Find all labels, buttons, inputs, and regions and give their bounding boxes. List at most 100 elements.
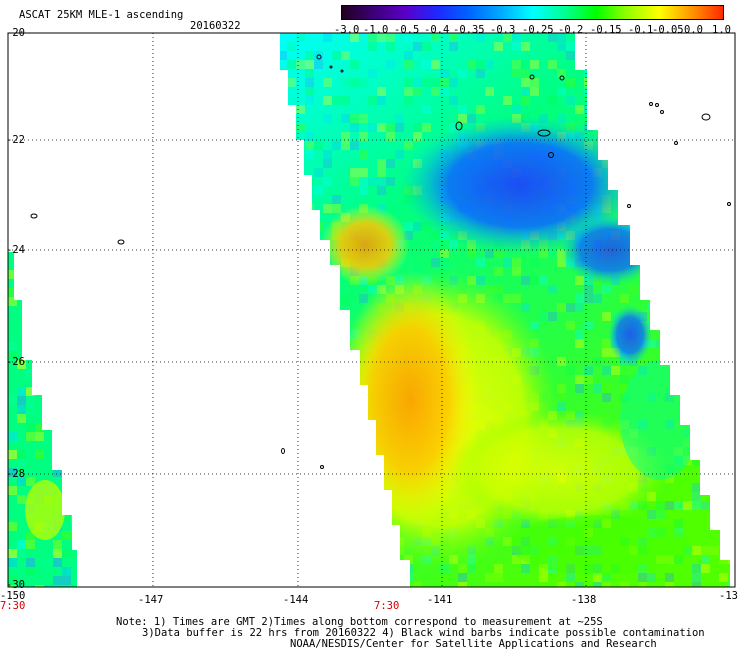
swath-cell xyxy=(440,87,449,96)
swath-cell xyxy=(656,510,665,519)
swath-cell xyxy=(35,387,44,396)
swath-cell xyxy=(584,366,593,375)
swath-cell xyxy=(566,51,575,60)
swath-cell xyxy=(377,519,386,528)
colorbar-label: -0.2 xyxy=(558,24,584,36)
swath-cell xyxy=(62,531,71,540)
swath-cell xyxy=(413,222,422,231)
swath-cell xyxy=(8,522,17,531)
swath-cell xyxy=(530,69,539,78)
swath-cell xyxy=(674,519,683,528)
swath-cell xyxy=(701,186,710,195)
swath-cell xyxy=(280,321,287,330)
swath-cell xyxy=(656,267,665,276)
map-title: ASCAT 25KM MLE-1 ascending xyxy=(19,9,184,21)
swath-cell xyxy=(305,150,314,159)
swath-cell xyxy=(35,351,44,360)
swath-cell xyxy=(332,384,341,393)
swath-cell xyxy=(629,285,638,294)
swath-cell xyxy=(341,393,350,402)
swath-cell xyxy=(719,276,728,285)
swath-cell xyxy=(701,456,710,465)
swath-cell xyxy=(341,555,350,564)
swath-cell xyxy=(521,96,530,105)
swath-cell xyxy=(692,303,701,312)
swath-cell xyxy=(647,96,656,105)
swath-cell xyxy=(280,177,287,186)
swath-cell xyxy=(557,393,566,402)
swath-cell xyxy=(683,258,692,267)
swath-cell xyxy=(413,87,422,96)
swath-cell xyxy=(710,330,719,339)
swath-cell xyxy=(359,177,368,186)
swath-cell xyxy=(584,564,593,573)
swath-cell xyxy=(665,348,674,357)
swath-cell xyxy=(287,213,296,222)
swath-cell xyxy=(611,87,620,96)
swath-cell xyxy=(629,546,638,555)
swath-cell xyxy=(350,123,359,132)
swath-cell xyxy=(548,555,557,564)
swath-cell xyxy=(404,60,413,69)
swath-cell xyxy=(377,501,386,510)
swath-cell xyxy=(701,357,710,366)
lat-label: -22 xyxy=(6,134,25,146)
swath-cell xyxy=(305,231,314,240)
swath-cell xyxy=(280,159,287,168)
swath-cell xyxy=(26,369,35,378)
swath-cell xyxy=(368,555,377,564)
swath-cell xyxy=(548,33,557,42)
swath-cell xyxy=(728,69,730,78)
swath-cell xyxy=(440,573,449,582)
swath-cell xyxy=(305,222,314,231)
swath-cell xyxy=(620,69,629,78)
swath-cell xyxy=(323,96,332,105)
swath-cell xyxy=(44,351,53,360)
swath-cell xyxy=(71,423,77,432)
lon-label: -144 xyxy=(283,594,309,606)
lon-label: -141 xyxy=(427,594,453,606)
swath-cell xyxy=(665,357,674,366)
swath-cell xyxy=(280,483,287,492)
swath-cell xyxy=(341,411,350,420)
swath-cell xyxy=(305,69,314,78)
swath-cell xyxy=(512,546,521,555)
swath-cell xyxy=(647,231,656,240)
swath-cell xyxy=(593,96,602,105)
swath-cell xyxy=(665,546,674,555)
swath-cell xyxy=(287,573,296,582)
left-swath xyxy=(8,252,77,587)
swath-cell xyxy=(692,195,701,204)
swath-cell xyxy=(71,486,77,495)
swath-cell xyxy=(665,321,674,330)
swath-cell xyxy=(287,303,296,312)
swath-cell xyxy=(458,564,467,573)
swath-cell xyxy=(386,60,395,69)
swath-cell xyxy=(575,546,584,555)
swath-cell xyxy=(611,564,620,573)
swath-cell xyxy=(296,384,305,393)
swath-cell xyxy=(710,501,719,510)
swath-cell xyxy=(287,510,296,519)
swath-cell xyxy=(674,303,683,312)
swath-cell xyxy=(674,231,683,240)
swath-cell xyxy=(53,387,62,396)
swath-cell xyxy=(8,549,17,558)
swath-cell xyxy=(692,564,701,573)
swath-cell xyxy=(530,60,539,69)
swath-cell xyxy=(341,483,350,492)
swath-cell xyxy=(35,297,44,306)
swath-cell xyxy=(692,285,701,294)
swath-cell xyxy=(476,258,485,267)
swath-cell xyxy=(431,231,440,240)
swath-cell xyxy=(413,123,422,132)
swath-cell xyxy=(377,168,386,177)
swath-cell xyxy=(683,168,692,177)
swath-cell xyxy=(728,411,730,420)
swath-cell xyxy=(17,477,26,486)
swath-cell xyxy=(341,474,350,483)
swath-cell xyxy=(287,141,296,150)
swath-cell xyxy=(287,195,296,204)
swath-cell xyxy=(629,159,638,168)
swath-cell xyxy=(719,492,728,501)
